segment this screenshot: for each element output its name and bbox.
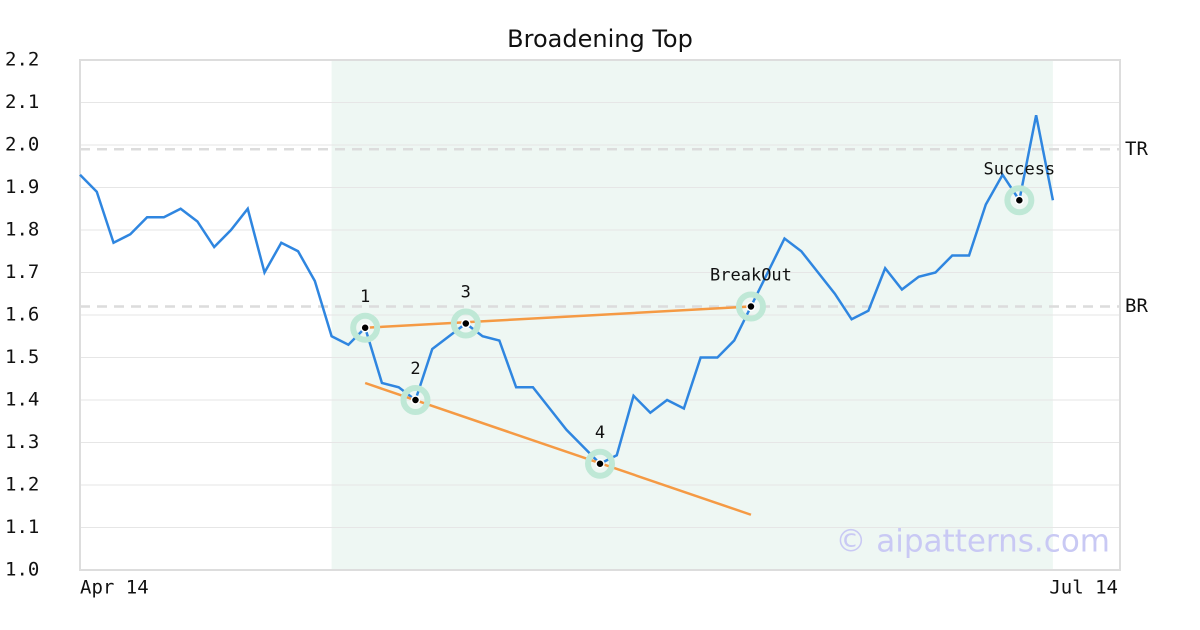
pattern-label: BreakOut — [710, 266, 792, 286]
y-tick-label: 2.0 — [5, 134, 39, 156]
pattern-point-halo — [350, 312, 381, 343]
pattern-point-halo — [400, 385, 431, 415]
pattern-point-halo — [1004, 185, 1035, 216]
y-tick-label: 1.0 — [5, 559, 39, 581]
y-tick-label: 1.1 — [5, 516, 39, 538]
x-tick-label: Apr 14 — [80, 577, 149, 599]
y-tick-label: 1.6 — [5, 304, 39, 326]
y-tick-label: 1.4 — [5, 389, 39, 411]
pattern-point — [410, 395, 421, 405]
plot-frame — [79, 59, 1121, 571]
level-label: BR — [1125, 295, 1148, 317]
x-tick-label: Jul 14 — [1049, 577, 1118, 599]
price-line — [79, 115, 1055, 466]
pattern-point-halo — [585, 448, 615, 479]
pattern-point — [360, 323, 370, 333]
pattern-point-halo — [735, 291, 766, 322]
pattern-point-halo — [450, 308, 481, 339]
y-tick-label: 2.2 — [5, 49, 39, 71]
y-tick-label: 1.7 — [5, 261, 39, 283]
y-tick-label: 1.3 — [5, 431, 39, 453]
pattern-label: 1 — [360, 287, 370, 307]
pattern-point — [595, 459, 605, 469]
pattern-point — [1014, 195, 1025, 205]
pattern-label: 3 — [461, 283, 471, 303]
chart-title: Broadening Top — [507, 25, 693, 53]
y-tick-label: 1.5 — [5, 346, 39, 368]
pattern-label: Success — [984, 159, 1056, 179]
pattern-label: 4 — [595, 423, 605, 443]
pattern-point — [461, 318, 471, 329]
pattern-point — [746, 301, 756, 312]
y-tick-label: 1.2 — [5, 474, 39, 496]
trendline — [365, 305, 752, 329]
watermark: © aipatterns.com — [835, 524, 1110, 560]
pattern-label: 2 — [410, 359, 420, 379]
y-tick-label: 1.8 — [5, 219, 39, 241]
y-tick-label: 1.9 — [5, 176, 39, 198]
y-tick-label: 2.1 — [5, 91, 39, 113]
level-label: TR — [1125, 138, 1148, 160]
